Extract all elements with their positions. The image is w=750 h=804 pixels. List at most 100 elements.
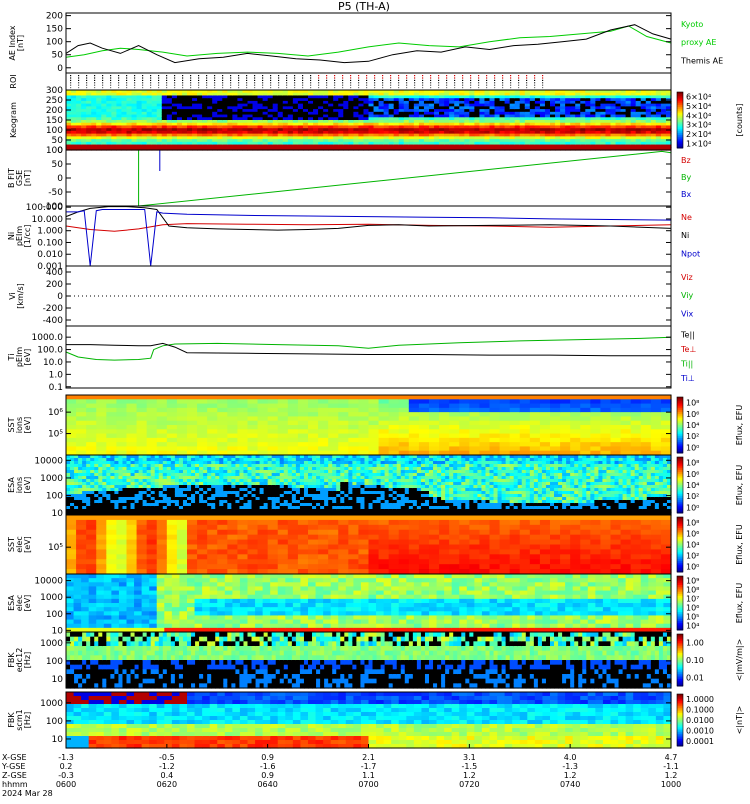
- fbk_b-colorbar-tick: 0.1000: [686, 706, 714, 715]
- xaxis-tick-label: 4.0: [564, 753, 577, 762]
- xaxis-tick-label: 0.2: [60, 762, 73, 771]
- fbk_b-tick-label: 10: [52, 735, 64, 745]
- esa_el-colorbar-tick: 10⁷: [686, 595, 699, 604]
- sst_el-tick-label: 10⁵: [48, 543, 63, 553]
- xaxis-tick-label: 1000: [661, 780, 681, 789]
- esa_el-colorbar-tick: 10⁸: [686, 586, 699, 595]
- esa_el-colorbar-label: Eflux, EFU: [735, 583, 744, 624]
- vi-legend-entry: Vix: [681, 309, 694, 318]
- xaxis-tick-label: -1.7: [361, 762, 377, 771]
- xaxis-tick-label: 3.1: [463, 753, 476, 762]
- esa_ion-colorbar-tick: 10⁴: [686, 481, 699, 490]
- ni-tick-label: 0.010: [37, 250, 63, 260]
- xaxis-tick-label: 0.9: [261, 771, 274, 780]
- xaxis-tick-label: 1.2: [564, 771, 577, 780]
- ni-tick-label: 10.000: [32, 215, 64, 225]
- bfit-tick-label: -50: [48, 188, 63, 198]
- keogram-axis-label: Keogram: [9, 102, 18, 138]
- fbk_e-tick-label: 100: [46, 657, 63, 667]
- ae-axis-label: [nT]: [16, 35, 25, 51]
- xaxis-tick-label: 1.2: [463, 771, 476, 780]
- bfit-legend-entry: By: [681, 173, 691, 182]
- ti-legend-entry: Te⊥: [680, 345, 696, 354]
- keogram-tick-label: 200: [46, 106, 63, 116]
- esa_ion-axis-label: [eV]: [23, 477, 32, 494]
- fbk_b-tick-label: 100: [46, 717, 63, 727]
- keogram-tick-label: 250: [46, 96, 63, 106]
- keogram-tick-label: 300: [46, 86, 63, 96]
- sst_ion-axis-label: [eV]: [23, 417, 32, 434]
- ti-tick-label: 0.1: [49, 383, 63, 393]
- fbk_e-tick-label: 10: [52, 675, 64, 685]
- esa_el-tick-label: 10: [52, 626, 64, 636]
- ti-tick-label: 100.0: [37, 346, 63, 356]
- xaxis-tick-label: 0600: [56, 780, 76, 789]
- keogram-colorbar-tick: 1×10⁴: [686, 139, 711, 148]
- ae-tick-label: 0: [57, 64, 63, 74]
- fbk_e-tick-label: 1000: [40, 639, 63, 649]
- xaxis-row-label: hhmm: [2, 780, 28, 789]
- sst_el-axis-label: [eV]: [23, 536, 32, 553]
- sst_el-colorbar-tick: 10⁶: [686, 530, 699, 539]
- sst_ion-colorbar-tick: 10⁸: [686, 399, 699, 408]
- ni-tick-label: 0.100: [37, 238, 63, 248]
- series-ne: [66, 224, 671, 232]
- xaxis-row-label: Z-GSE: [2, 771, 27, 780]
- sst_ion-spectrogram: [66, 395, 672, 456]
- sst_ion-tick-label: 10⁵: [48, 430, 63, 440]
- esa_el-colorbar-tick: 10⁶: [686, 604, 699, 613]
- bfit-tick-label: 0: [57, 174, 63, 184]
- series-ti-: [66, 337, 671, 360]
- sst_ion-colorbar-label: Eflux, EFU: [735, 405, 744, 446]
- esa_el-tick-label: 100: [46, 610, 63, 620]
- vi-tick-label: 0: [57, 292, 63, 302]
- vi-axis-label: [km/s]: [16, 283, 25, 309]
- sst_ion-colorbar: 10⁸ 10⁶ 10⁴ 10² 10⁰ Eflux, EFU: [677, 397, 744, 454]
- esa_el-spectrogram: [66, 574, 672, 633]
- ni-tick-label: 1.000: [37, 227, 63, 237]
- fbk_b-colorbar-tick: 1.0000: [686, 695, 714, 704]
- esa_ion-colorbar-label: Eflux, EFU: [735, 465, 744, 506]
- xaxis-tick-label: -1.2: [159, 762, 175, 771]
- xaxis-tick-label: -1.6: [260, 762, 276, 771]
- xaxis-row-label: Y-GSE: [1, 762, 25, 771]
- sst_ion-colorbar-tick: 10⁴: [686, 421, 699, 430]
- fbk_e-colorbar-label: <|mV/m|>: [735, 639, 744, 682]
- sst_ion-colorbar-tick: 10⁰: [686, 443, 699, 452]
- keogram-colorbar-tick: 5×10⁴: [686, 102, 711, 111]
- xaxis-tick-label: -1.3: [58, 753, 74, 762]
- vi-tick-label: -200: [43, 304, 64, 314]
- ni-legend-entry: Ne: [681, 213, 692, 222]
- sst_ion-colorbar-tick: 10⁶: [686, 410, 699, 419]
- xaxis-tick-label: 2.1: [362, 753, 375, 762]
- esa_el-tick-label: 1000: [40, 593, 63, 603]
- esa_ion-colorbar-tick: 10⁰: [686, 503, 699, 512]
- sst_el-colorbar-tick: 10⁴: [686, 541, 699, 550]
- xaxis-row-label: X-GSE: [2, 753, 27, 762]
- fbk_b-colorbar-tick: 0.0001: [686, 737, 714, 746]
- xaxis-tick-label: 0700: [358, 780, 378, 789]
- ti-tick-label: 1.0: [49, 370, 64, 380]
- ni-axis-label: [1/cc]: [23, 225, 32, 248]
- fbk_e-colorbar-tick: 0.01: [686, 673, 704, 682]
- esa_ion-colorbar-tick: 10⁶: [686, 470, 699, 479]
- esa_ion-tick-label: 10: [52, 509, 64, 519]
- xaxis-tick-label: -1.1: [663, 762, 679, 771]
- ae-legend-entry: Themis AE: [680, 56, 723, 65]
- sst_ion-colorbar-tick: 10²: [686, 432, 699, 441]
- sst_ion-tick-label: 10⁶: [48, 408, 63, 418]
- fbk_b-colorbar-tick: 0.0010: [686, 726, 714, 735]
- keogram-spectrogram: [66, 90, 672, 151]
- keogram-colorbar-tick: 6×10⁴: [686, 93, 711, 102]
- fbk_e-colorbar-tick: 1.00: [686, 639, 704, 648]
- xaxis-tick-label: 1.2: [665, 771, 678, 780]
- ti-tick-label: 10.0: [43, 358, 63, 368]
- bfit-legend-entry: Bx: [681, 190, 691, 199]
- fbk_e-spectrogram: [66, 632, 672, 689]
- esa_el-axis-label: [eV]: [23, 595, 32, 612]
